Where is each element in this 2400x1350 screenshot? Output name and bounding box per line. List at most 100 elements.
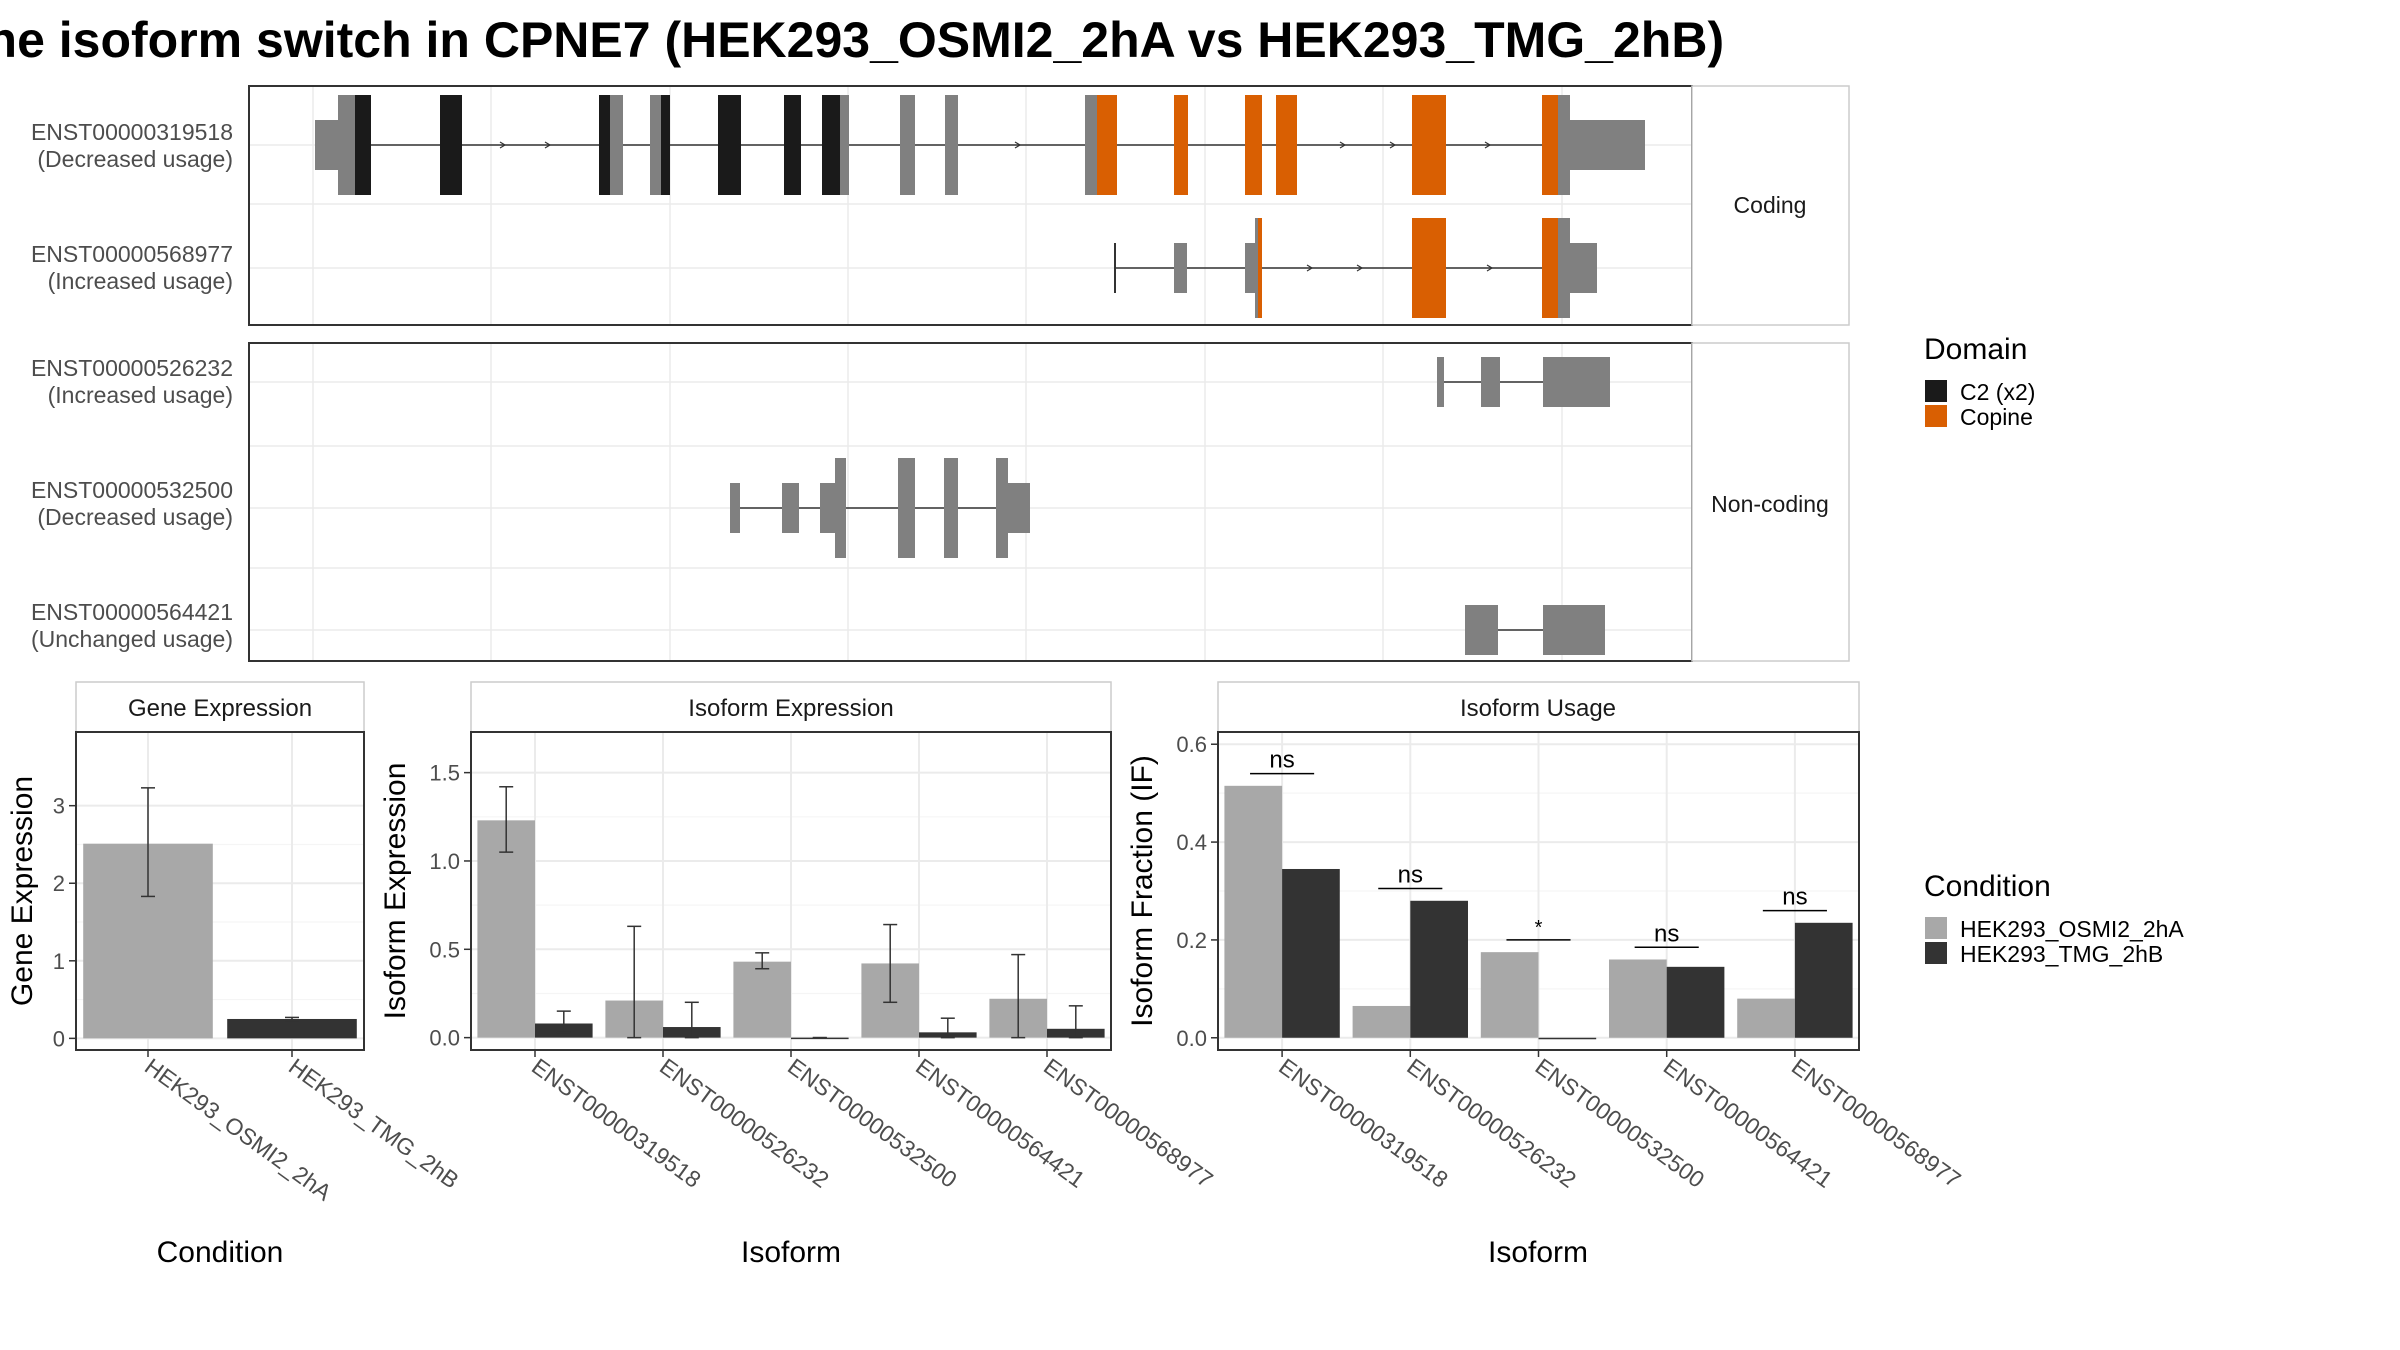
strand-arrow — [1339, 141, 1347, 149]
transcript-id-label: ENST00000319518 — [31, 119, 233, 145]
bar — [1538, 1037, 1597, 1040]
exon — [315, 120, 338, 170]
exon — [1465, 605, 1498, 655]
bar — [1224, 785, 1283, 1038]
transcript-structure-panel: Coding Non-coding ENST00000319518 (Decre… — [31, 85, 1850, 662]
exon — [784, 95, 801, 195]
y-ticks: 0.0 0.5 1.0 1.5 — [429, 761, 471, 1051]
x-axis-title: Isoform — [741, 1236, 841, 1269]
exon — [1543, 605, 1605, 655]
legend-swatch-cond-a — [1925, 917, 1947, 939]
exon — [1085, 95, 1097, 195]
exon — [900, 95, 915, 195]
x-axis-title: Condition — [157, 1236, 284, 1269]
exon — [338, 95, 355, 195]
facet-label-noncoding: Non-coding — [1711, 491, 1829, 517]
x-ticks: ENST00000319518ENST00000526232ENST000005… — [1274, 1050, 1966, 1193]
exon — [820, 483, 835, 533]
x-ticks: ENST00000319518ENST00000526232ENST000005… — [527, 1050, 1218, 1193]
significance-label: ns — [1782, 884, 1807, 911]
exon — [718, 95, 741, 195]
legend-label: HEK293_OSMI2_2hA — [1960, 916, 2184, 942]
panel-title: Gene Expression — [128, 695, 312, 722]
exon — [822, 95, 840, 195]
exon — [835, 458, 846, 558]
exon — [1245, 95, 1262, 195]
significance-label: ns — [1269, 747, 1294, 774]
strand-arrow — [499, 141, 507, 149]
figure-title: The isoform switch in CPNE7 (HEK293_OSMI… — [0, 12, 1724, 68]
bar — [1794, 922, 1853, 1038]
coding-strip — [1691, 85, 1850, 326]
significance-label: * — [1535, 917, 1543, 939]
transcript-id-label: ENST00000568977 — [31, 241, 233, 267]
transcript-usage-label: (Unchanged usage) — [31, 626, 233, 652]
exon — [1412, 218, 1446, 318]
exon — [782, 483, 799, 533]
exon — [1255, 218, 1258, 318]
strand-arrow — [1484, 141, 1492, 149]
legend-swatch-cond-b — [1925, 942, 1947, 964]
bar — [733, 961, 791, 1038]
bars — [83, 843, 357, 1039]
x-axis-title: Isoform — [1488, 1236, 1588, 1269]
transcript-usage-label: (Increased usage) — [48, 382, 233, 408]
y-tick-label: 0.0 — [1176, 1026, 1207, 1051]
significance-label: ns — [1654, 920, 1679, 947]
exon — [1276, 95, 1297, 195]
exon — [1481, 357, 1500, 407]
bar — [1666, 966, 1725, 1038]
bar — [1352, 1005, 1411, 1038]
exon — [945, 95, 958, 195]
exon — [599, 95, 610, 195]
y-tick-label: 2 — [53, 871, 65, 896]
exon — [1258, 218, 1262, 318]
y-tick-label: 0.5 — [429, 937, 460, 962]
bar — [227, 1018, 357, 1039]
y-ticks: 0 1 2 3 — [53, 794, 76, 1051]
y-axis-title: Isoform Expression — [379, 763, 412, 1020]
legend-swatch-copine — [1925, 405, 1947, 427]
legend-swatch-c2 — [1925, 380, 1947, 402]
exon — [1570, 243, 1597, 293]
legend-label: Copine — [1960, 404, 2033, 430]
exon — [944, 458, 958, 558]
transcript-id-label: ENST00000526232 — [31, 355, 233, 381]
exon — [1570, 120, 1645, 170]
bar — [1609, 959, 1667, 1038]
exon — [996, 458, 1008, 558]
structure-grid — [249, 86, 1692, 661]
bar — [1737, 998, 1795, 1038]
legend-title: Condition — [1924, 870, 2051, 903]
exon — [1542, 218, 1558, 318]
panel-title: Isoform Usage — [1460, 695, 1616, 722]
exon — [1543, 357, 1610, 407]
exon — [1174, 95, 1188, 195]
facet-strip — [470, 681, 1112, 733]
exon — [1437, 357, 1444, 407]
exon — [840, 95, 849, 195]
noncoding-strip — [1691, 342, 1850, 662]
error-bars — [141, 787, 299, 1022]
bar — [477, 820, 535, 1038]
strand-arrow — [544, 141, 552, 149]
transcript-usage-label: (Increased usage) — [48, 268, 233, 294]
exon — [355, 95, 371, 195]
legend-label: C2 (x2) — [1960, 379, 2035, 405]
exon — [650, 95, 661, 195]
exon — [1008, 483, 1030, 533]
bar — [1282, 868, 1340, 1038]
strand-arrow — [1486, 264, 1494, 272]
y-tick-label: 0.4 — [1176, 830, 1207, 855]
exon — [1558, 218, 1570, 318]
exon — [1245, 243, 1255, 293]
y-tick-label: 0.6 — [1176, 732, 1207, 757]
y-tick-label: 1.5 — [429, 761, 460, 786]
legend-label: HEK293_TMG_2hB — [1960, 941, 2163, 967]
exon — [730, 483, 740, 533]
strand-arrow — [1306, 264, 1314, 272]
y-tick-label: 3 — [53, 794, 65, 819]
strand-arrow — [1389, 141, 1397, 149]
